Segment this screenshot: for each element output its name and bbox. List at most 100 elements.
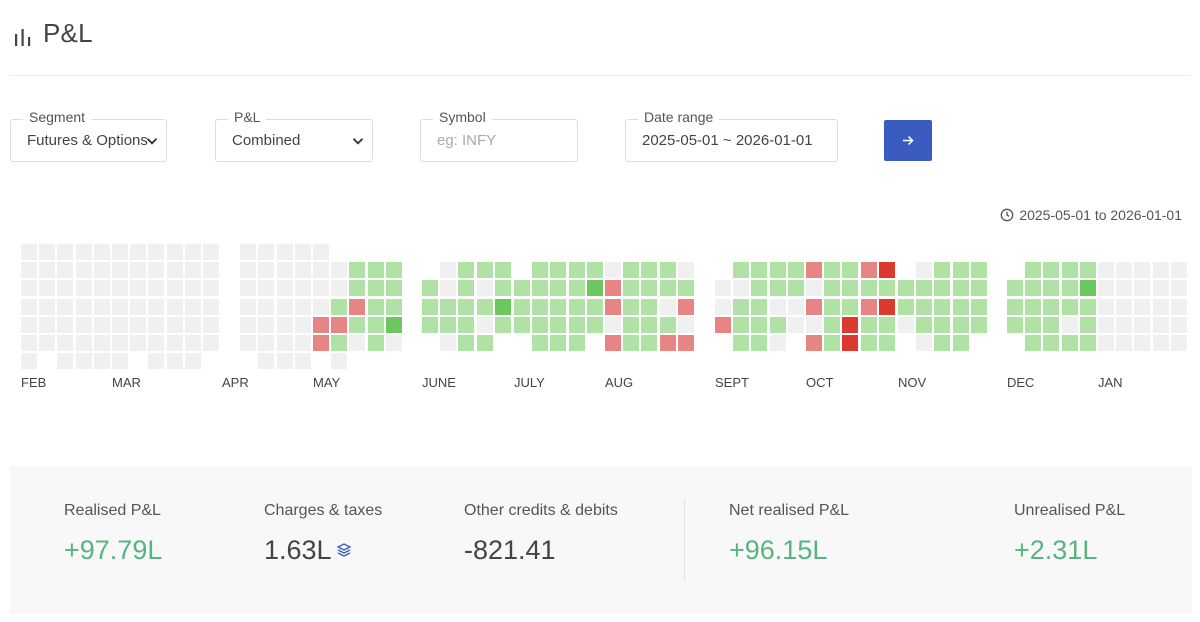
heatmap-day-cell[interactable] xyxy=(1007,316,1023,333)
heatmap-day-cell[interactable] xyxy=(1098,335,1114,351)
heatmap-day-cell[interactable] xyxy=(623,335,640,351)
heatmap-day-cell[interactable] xyxy=(367,298,384,315)
heatmap-day-cell[interactable] xyxy=(166,280,183,297)
heatmap-day-cell[interactable] xyxy=(57,244,74,260)
heatmap-day-cell[interactable] xyxy=(276,316,293,333)
heatmap-day-cell[interactable] xyxy=(550,335,567,351)
heatmap-day-cell[interactable] xyxy=(57,335,74,351)
heatmap-day-cell[interactable] xyxy=(769,316,786,333)
heatmap-day-cell[interactable] xyxy=(75,298,92,315)
heatmap-day-cell[interactable] xyxy=(1043,298,1060,315)
heatmap-day-cell[interactable] xyxy=(878,280,895,297)
heatmap-day-cell[interactable] xyxy=(1098,316,1114,333)
heatmap-day-cell[interactable] xyxy=(550,262,567,279)
heatmap-day-cell[interactable] xyxy=(860,280,877,297)
heatmap-day-cell[interactable] xyxy=(1098,298,1114,315)
heatmap-day-cell[interactable] xyxy=(568,316,585,333)
heatmap-day-cell[interactable] xyxy=(733,316,750,333)
heatmap-day-cell[interactable] xyxy=(733,335,750,351)
heatmap-day-cell[interactable] xyxy=(313,316,329,333)
heatmap-day-cell[interactable] xyxy=(258,262,275,279)
heatmap-day-cell[interactable] xyxy=(458,335,475,351)
heatmap-day-cell[interactable] xyxy=(349,335,366,351)
heatmap-day-cell[interactable] xyxy=(586,298,603,315)
heatmap-day-cell[interactable] xyxy=(331,280,348,297)
heatmap-day-cell[interactable] xyxy=(130,298,147,315)
heatmap-day-cell[interactable] xyxy=(898,280,914,297)
heatmap-day-cell[interactable] xyxy=(842,262,859,279)
heatmap-day-cell[interactable] xyxy=(331,298,348,315)
heatmap-day-cell[interactable] xyxy=(39,244,56,260)
heatmap-day-cell[interactable] xyxy=(586,316,603,333)
heatmap-day-cell[interactable] xyxy=(934,316,951,333)
heatmap-day-cell[interactable] xyxy=(806,298,822,315)
heatmap-day-cell[interactable] xyxy=(1007,280,1023,297)
heatmap-day-cell[interactable] xyxy=(203,316,219,333)
heatmap-day-cell[interactable] xyxy=(57,262,74,279)
heatmap-day-cell[interactable] xyxy=(112,262,128,279)
heatmap-day-cell[interactable] xyxy=(1025,298,1042,315)
heatmap-day-cell[interactable] xyxy=(1170,280,1187,297)
heatmap-day-cell[interactable] xyxy=(787,262,804,279)
heatmap-day-cell[interactable] xyxy=(349,280,366,297)
heatmap-day-cell[interactable] xyxy=(641,262,658,279)
heatmap-day-cell[interactable] xyxy=(367,262,384,279)
heatmap-day-cell[interactable] xyxy=(1079,316,1096,333)
heatmap-day-cell[interactable] xyxy=(75,353,92,370)
heatmap-day-cell[interactable] xyxy=(331,353,348,370)
heatmap-day-cell[interactable] xyxy=(75,244,92,260)
heatmap-day-cell[interactable] xyxy=(75,335,92,351)
heatmap-day-cell[interactable] xyxy=(294,353,311,370)
heatmap-day-cell[interactable] xyxy=(148,280,165,297)
heatmap-day-cell[interactable] xyxy=(514,316,530,333)
heatmap-day-cell[interactable] xyxy=(112,353,128,370)
heatmap-day-cell[interactable] xyxy=(641,335,658,351)
heatmap-day-cell[interactable] xyxy=(1134,298,1151,315)
heatmap-day-cell[interactable] xyxy=(842,280,859,297)
heatmap-day-cell[interactable] xyxy=(130,280,147,297)
heatmap-day-cell[interactable] xyxy=(130,316,147,333)
heatmap-day-cell[interactable] xyxy=(258,298,275,315)
heatmap-day-cell[interactable] xyxy=(1152,262,1169,279)
heatmap-day-cell[interactable] xyxy=(898,316,914,333)
heatmap-day-cell[interactable] xyxy=(1025,280,1042,297)
heatmap-day-cell[interactable] xyxy=(440,298,457,315)
heatmap-day-cell[interactable] xyxy=(970,298,987,315)
heatmap-day-cell[interactable] xyxy=(787,316,804,333)
heatmap-day-cell[interactable] xyxy=(659,316,676,333)
heatmap-day-cell[interactable] xyxy=(934,335,951,351)
heatmap-day-cell[interactable] xyxy=(258,353,275,370)
heatmap-day-cell[interactable] xyxy=(184,353,201,370)
heatmap-day-cell[interactable] xyxy=(1061,280,1078,297)
heatmap-day-cell[interactable] xyxy=(57,298,74,315)
heatmap-day-cell[interactable] xyxy=(677,316,694,333)
heatmap-day-cell[interactable] xyxy=(494,298,511,315)
heatmap-day-cell[interactable] xyxy=(294,298,311,315)
heatmap-day-cell[interactable] xyxy=(494,262,511,279)
heatmap-day-cell[interactable] xyxy=(458,298,475,315)
heatmap-day-cell[interactable] xyxy=(787,280,804,297)
heatmap-day-cell[interactable] xyxy=(1025,316,1042,333)
heatmap-day-cell[interactable] xyxy=(349,262,366,279)
heatmap-day-cell[interactable] xyxy=(916,298,933,315)
heatmap-day-cell[interactable] xyxy=(166,262,183,279)
heatmap-day-cell[interactable] xyxy=(440,316,457,333)
heatmap-day-cell[interactable] xyxy=(458,262,475,279)
heatmap-day-cell[interactable] xyxy=(21,262,37,279)
heatmap-day-cell[interactable] xyxy=(878,335,895,351)
heatmap-day-cell[interactable] xyxy=(367,335,384,351)
heatmap-day-cell[interactable] xyxy=(970,262,987,279)
heatmap-day-cell[interactable] xyxy=(75,262,92,279)
heatmap-day-cell[interactable] xyxy=(184,298,201,315)
heatmap-day-cell[interactable] xyxy=(532,262,549,279)
heatmap-day-cell[interactable] xyxy=(112,298,128,315)
heatmap-day-cell[interactable] xyxy=(733,280,750,297)
heatmap-day-cell[interactable] xyxy=(39,335,56,351)
heatmap-day-cell[interactable] xyxy=(276,335,293,351)
heatmap-day-cell[interactable] xyxy=(422,298,438,315)
heatmap-day-cell[interactable] xyxy=(715,316,731,333)
heatmap-day-cell[interactable] xyxy=(276,280,293,297)
heatmap-day-cell[interactable] xyxy=(166,298,183,315)
heatmap-day-cell[interactable] xyxy=(313,262,329,279)
heatmap-day-cell[interactable] xyxy=(787,298,804,315)
